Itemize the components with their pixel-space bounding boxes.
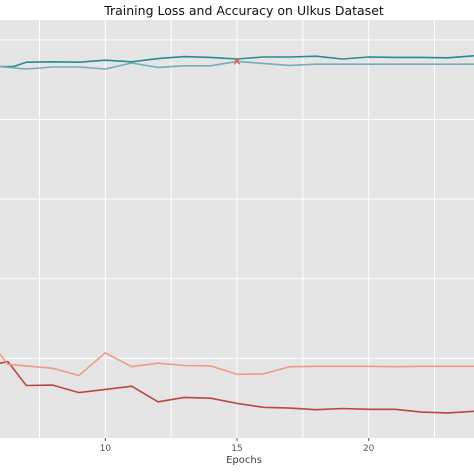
x-tick-label: 15 [231, 444, 242, 454]
x-tick-label: 20 [363, 444, 375, 454]
x-axis-label: Epochs [226, 455, 262, 466]
grid [0, 20, 474, 438]
series-line-3 [0, 360, 474, 414]
x-tick-label: 10 [100, 444, 112, 454]
x-tick-labels: 10 15 20 [100, 438, 375, 454]
series-line-4 [0, 351, 474, 377]
x-marker [233, 58, 241, 65]
series-line-1 [0, 55, 474, 68]
markers-group [233, 58, 241, 65]
chart-title: Training Loss and Accuracy on Ulkus Data… [103, 3, 384, 18]
